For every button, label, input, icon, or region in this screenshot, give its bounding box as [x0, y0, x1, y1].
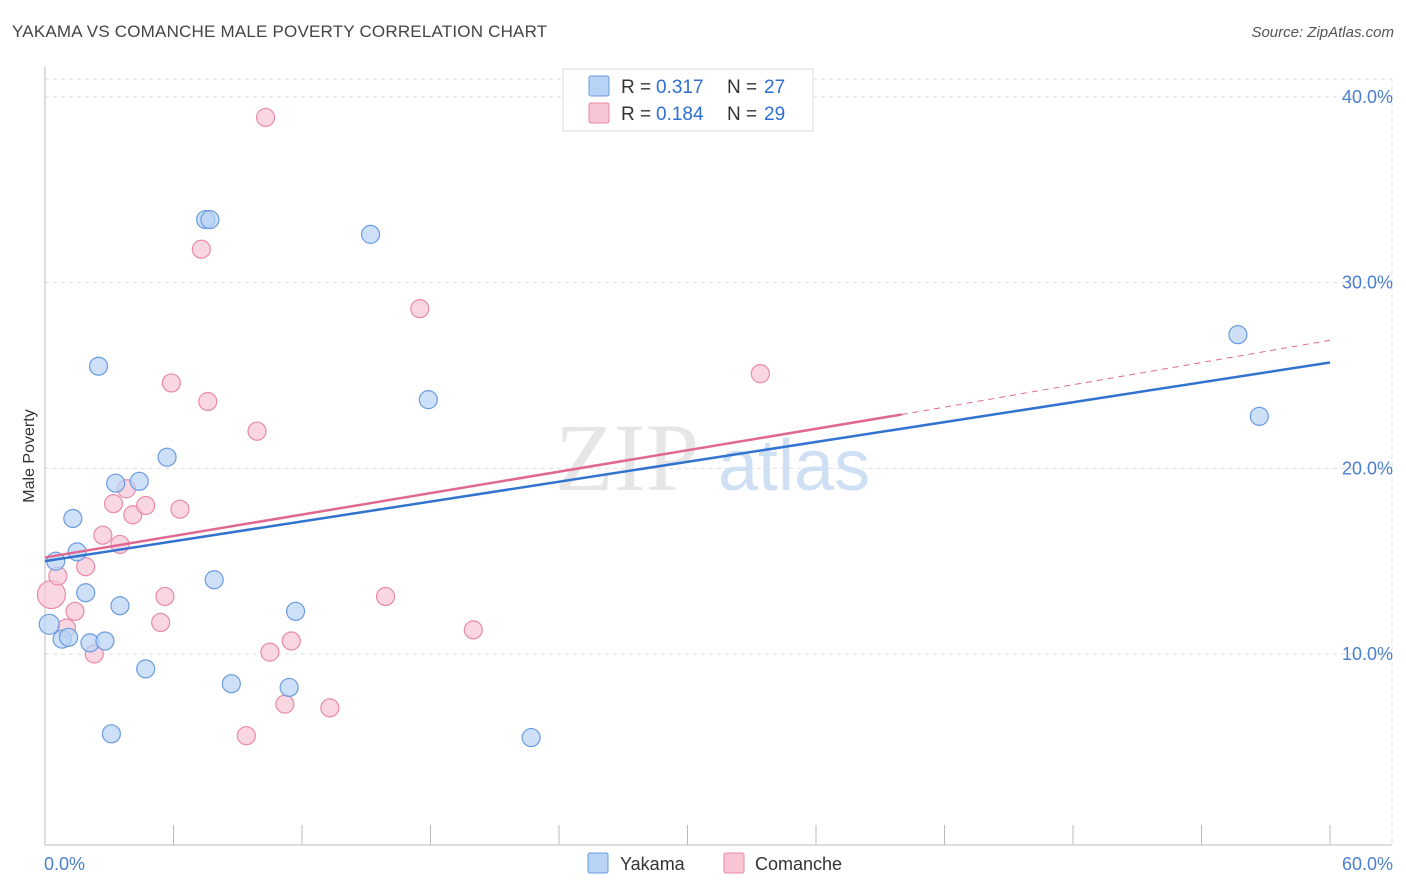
y-tick-label: 10.0% — [1342, 644, 1393, 664]
point-comanche — [198, 391, 218, 412]
legend-n-value-yakama: 27 — [764, 77, 785, 98]
point-yakama — [110, 596, 130, 616]
point-yakama — [157, 447, 177, 467]
legend-box: R = 0.317 N = 27 R = 0.184 N = 29 — [562, 68, 814, 132]
point-yakama — [63, 508, 83, 529]
point-comanche — [463, 620, 483, 640]
point-comanche — [410, 299, 430, 319]
point-comanche — [170, 499, 190, 519]
point-comanche — [136, 495, 156, 516]
bottom-legend-swatch-comanche — [723, 852, 745, 874]
point-yakama — [360, 224, 381, 244]
y-tick-label: 20.0% — [1342, 458, 1393, 478]
point-yakama — [76, 583, 96, 603]
point-yakama — [101, 724, 121, 744]
watermark-atlas: atlas — [718, 426, 870, 506]
point-yakama — [200, 209, 220, 230]
point-comanche — [247, 421, 267, 441]
trend-line-comanche-extension — [901, 339, 1331, 415]
chart-title: YAKAMA VS COMANCHE MALE POVERTY CORRELAT… — [12, 22, 548, 41]
point-comanche — [191, 239, 211, 259]
legend-swatch-yakama — [588, 75, 610, 97]
point-comanche — [255, 107, 276, 128]
trend-line-yakama — [44, 361, 1331, 563]
y-tick-label: 40.0% — [1342, 87, 1393, 107]
point-comanche — [76, 557, 96, 577]
y-axis-label: Male Poverty — [21, 409, 38, 502]
point-comanche — [236, 726, 256, 746]
point-comanche — [375, 586, 396, 607]
point-yakama — [58, 627, 79, 647]
point-yakama — [279, 677, 299, 698]
x-tick-label: 60.0% — [1342, 854, 1393, 874]
legend-r-value-yakama: 0.317 — [656, 77, 704, 98]
point-yakama — [418, 390, 438, 410]
point-comanche — [151, 612, 171, 633]
tick-labels: 10.0% 20.0% 30.0% 40.0% 0.0% 60.0% — [44, 87, 1393, 874]
legend-r-label-yakama: R = — [621, 77, 651, 98]
legend-r-value-comanche: 0.184 — [656, 104, 704, 125]
point-comanche — [260, 642, 280, 662]
point-comanche — [123, 505, 143, 525]
axes — [44, 67, 1392, 846]
legend-n-label-yakama: N = — [727, 77, 757, 98]
point-yakama — [88, 356, 109, 376]
y-tick-label: 30.0% — [1342, 273, 1393, 293]
legend-n-value-comanche: 29 — [764, 104, 785, 125]
x-tick-label: 0.0% — [44, 854, 85, 874]
point-yakama — [521, 727, 541, 748]
watermark-zip: ZIP — [555, 404, 699, 511]
watermark: ZIP atlas — [555, 404, 870, 511]
point-yakama — [38, 613, 60, 635]
point-yakama — [204, 570, 224, 590]
point-yakama — [136, 659, 156, 679]
point-comanche — [275, 694, 295, 714]
point-yakama — [129, 471, 149, 491]
point-yakama — [95, 631, 115, 651]
point-comanche — [103, 494, 124, 514]
point-comanche — [93, 525, 113, 545]
point-comanche — [750, 364, 770, 384]
legend-swatch-comanche — [588, 102, 610, 124]
bottom-legend: Yakama Comanche — [587, 852, 842, 874]
trend-lines — [44, 339, 1331, 563]
point-yakama — [285, 601, 306, 621]
point-comanche — [161, 373, 181, 393]
point-comanche — [281, 631, 301, 651]
point-yakama — [221, 674, 241, 694]
point-comanche — [320, 698, 340, 718]
point-yakama — [1249, 406, 1269, 426]
legend-r-label-comanche: R = — [621, 104, 651, 125]
point-yakama — [1228, 325, 1248, 345]
bottom-legend-label-comanche: Comanche — [755, 854, 842, 874]
trend-line-comanche — [44, 413, 902, 559]
point-yakama — [106, 473, 126, 493]
bottom-legend-swatch-yakama — [587, 852, 609, 874]
point-comanche — [155, 586, 175, 607]
bottom-legend-label-yakama: Yakama — [620, 854, 686, 874]
point-comanche — [65, 601, 85, 621]
source-credit: Source: ZipAtlas.com — [1251, 24, 1394, 41]
legend-n-label-comanche: N = — [727, 104, 757, 125]
